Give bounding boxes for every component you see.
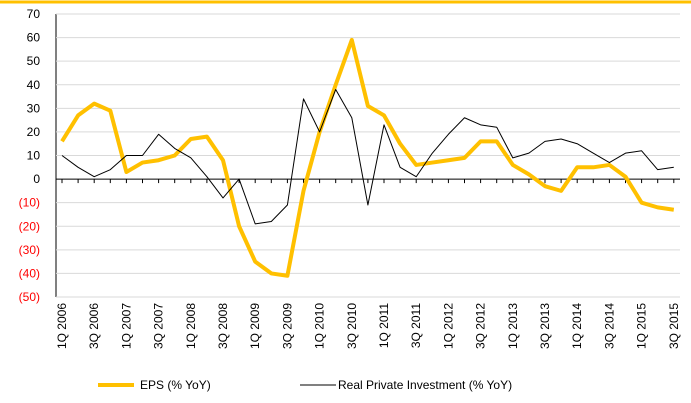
y-tick-label: (20) bbox=[19, 219, 40, 233]
y-tick-label: 50 bbox=[27, 54, 41, 68]
y-tick-label: 10 bbox=[27, 149, 41, 163]
x-tick-label: 1Q 2010 bbox=[313, 303, 327, 349]
x-tick-label: 3Q 2013 bbox=[538, 303, 552, 349]
x-tick-label: 3Q 2006 bbox=[87, 303, 101, 349]
x-tick-label: 3Q 2010 bbox=[345, 303, 359, 349]
x-tick-label: 3Q 2012 bbox=[474, 303, 488, 349]
legend-label: Real Private Investment (% YoY) bbox=[338, 378, 512, 392]
x-tick-label: 1Q 2006 bbox=[55, 303, 69, 349]
x-tick-label: 3Q 2009 bbox=[280, 303, 294, 349]
y-tick-label: 40 bbox=[27, 78, 41, 92]
x-tick-label: 1Q 2012 bbox=[441, 303, 455, 349]
y-tick-label: (40) bbox=[19, 266, 40, 280]
y-tick-label: 0 bbox=[33, 172, 40, 186]
y-tick-label: (10) bbox=[19, 196, 40, 210]
x-tick-label: 3Q 2015 bbox=[667, 303, 681, 349]
x-tick-label: 3Q 2014 bbox=[602, 303, 616, 349]
x-tick-label: 3Q 2007 bbox=[152, 303, 166, 349]
x-tick-label: 1Q 2009 bbox=[248, 303, 262, 349]
x-tick-label: 3Q 2008 bbox=[216, 303, 230, 349]
x-tick-label: 1Q 2013 bbox=[506, 303, 520, 349]
y-tick-label: 70 bbox=[27, 7, 41, 21]
x-tick-label: 3Q 2011 bbox=[409, 303, 423, 348]
y-tick-label: 30 bbox=[27, 101, 41, 115]
series-line bbox=[61, 88, 674, 225]
series-line bbox=[60, 37, 675, 278]
y-tick-label: 60 bbox=[27, 31, 41, 45]
y-tick-label: (50) bbox=[19, 290, 40, 304]
y-tick-label: 20 bbox=[27, 125, 41, 139]
x-tick-label: 1Q 2015 bbox=[635, 303, 649, 349]
x-tick-label: 1Q 2007 bbox=[119, 303, 133, 349]
legend-label: EPS (% YoY) bbox=[140, 378, 211, 392]
x-tick-label: 1Q 2008 bbox=[184, 303, 198, 349]
x-tick-label: 1Q 2014 bbox=[570, 303, 584, 349]
x-tick-label: 1Q 2011 bbox=[377, 303, 391, 348]
y-tick-label: (30) bbox=[19, 243, 40, 257]
